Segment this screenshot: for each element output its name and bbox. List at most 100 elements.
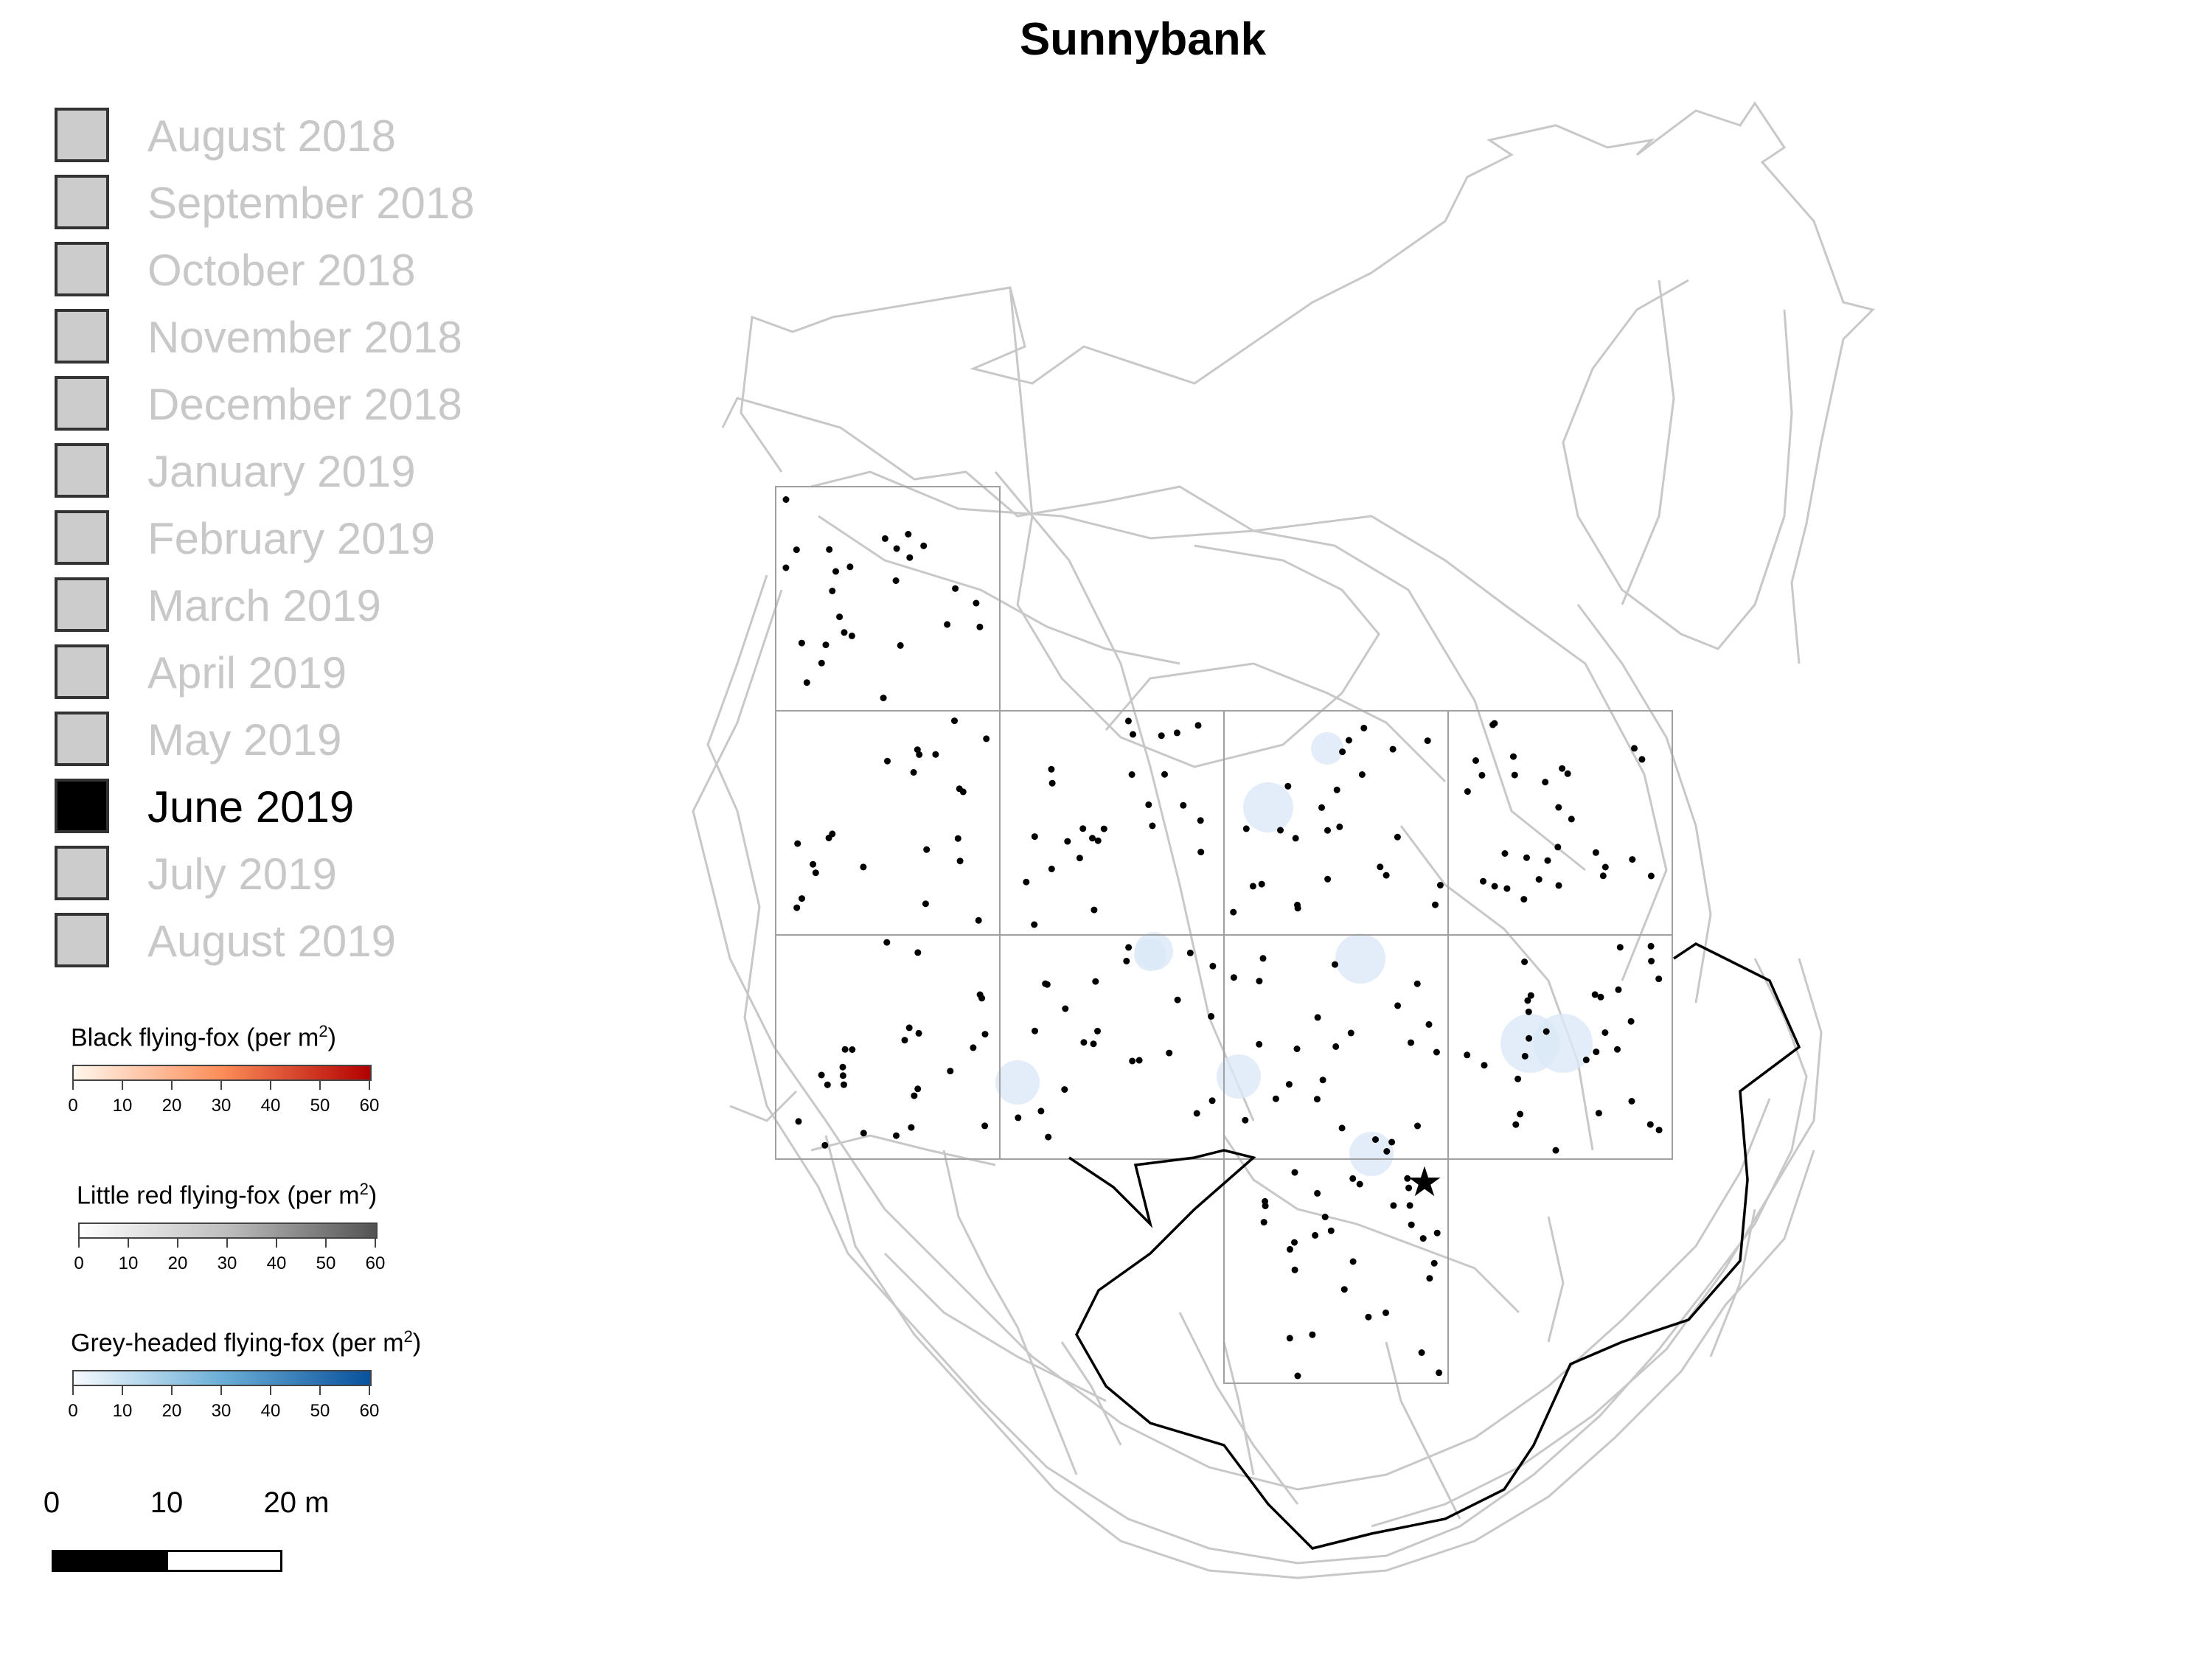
tree-point	[1501, 850, 1509, 857]
tree-point	[826, 546, 833, 553]
colorbar-tick-label: 50	[310, 1401, 330, 1421]
tree-point	[901, 1037, 908, 1044]
tree-point	[782, 496, 790, 503]
tree-point	[1091, 906, 1098, 914]
tree-point	[1272, 1095, 1279, 1102]
flight-track	[994, 471, 1255, 1121]
tree-point	[932, 751, 939, 758]
colorbar-tick-label: 20	[161, 1401, 182, 1421]
tree-point	[1145, 801, 1152, 808]
tree-point	[954, 835, 961, 842]
colorbar-tick	[171, 1079, 173, 1090]
tree-point	[1180, 801, 1187, 809]
survey-grid	[775, 486, 1673, 1384]
tree-point	[1512, 1121, 1520, 1128]
flight-track	[1371, 958, 1823, 1528]
colorbar-tick	[276, 1237, 277, 1248]
tree-point	[914, 949, 922, 956]
tree-point	[1520, 896, 1528, 903]
tree-point	[944, 621, 951, 628]
density-blob	[1349, 1132, 1394, 1176]
colorbar-tick-label: 30	[217, 1253, 237, 1273]
tree-point	[1208, 1097, 1216, 1105]
month-swatch	[55, 577, 109, 632]
tree-point	[1433, 1229, 1441, 1237]
colorbar-tick	[220, 1385, 222, 1395]
tree-point	[915, 1029, 922, 1037]
month-label: August 2018	[147, 111, 396, 161]
tree-point	[836, 613, 844, 621]
tree-point	[981, 1031, 989, 1038]
colorbar-tick-label: 60	[359, 1401, 380, 1421]
month-label: January 2019	[147, 447, 416, 496]
tree-point	[1517, 1110, 1524, 1118]
colorbar-title: Black flying-fox (per m2)	[71, 1022, 336, 1052]
colorbar-tick-label: 10	[112, 1401, 133, 1421]
tree-point	[1408, 1039, 1414, 1046]
flight-track	[1621, 279, 1675, 605]
tree-point	[825, 835, 832, 841]
tree-point	[1559, 765, 1566, 772]
tree-point	[1503, 885, 1511, 892]
tree-point	[1031, 921, 1038, 928]
tree-point	[1062, 1005, 1069, 1012]
tree-point	[821, 1141, 829, 1149]
tree-point	[1582, 1057, 1590, 1063]
tree-point	[1464, 788, 1471, 795]
colorbar-tick-label: 40	[266, 1253, 287, 1273]
tree-point	[1472, 757, 1479, 764]
density-blob	[1335, 933, 1385, 984]
tree-point	[1291, 1239, 1298, 1246]
colorbar-tick	[171, 1385, 173, 1395]
colorbar-tick	[319, 1385, 321, 1395]
colorbar-tick-label: 0	[68, 1401, 78, 1421]
tree-point	[970, 1044, 977, 1051]
density-blob	[1217, 1054, 1261, 1099]
scale-segment-white	[166, 1550, 282, 1572]
tree-point	[839, 1072, 846, 1079]
colorbar-gradient	[72, 1370, 372, 1386]
tree-point	[1616, 944, 1624, 951]
month-label: February 2019	[147, 514, 436, 563]
tree-point	[880, 695, 887, 702]
tree-point	[1284, 782, 1292, 790]
tree-point	[824, 1081, 831, 1088]
tree-point	[803, 679, 810, 686]
tree-point	[1197, 817, 1204, 824]
colorbar-title-text: Little red flying-fox (per m	[77, 1181, 360, 1210]
tree-point	[1287, 1245, 1293, 1253]
tree-point	[846, 563, 854, 571]
tree-point	[1338, 1124, 1346, 1132]
tree-point	[1032, 1027, 1038, 1034]
flight-track	[1576, 604, 1712, 1004]
tree-point	[892, 577, 900, 584]
roost-boundary	[1068, 942, 1801, 1550]
colorbar-title-end: )	[412, 1329, 422, 1357]
scale-label-20: 20 m	[263, 1486, 330, 1519]
tree-point	[1514, 1075, 1522, 1082]
tree-point	[1525, 1008, 1532, 1015]
tree-point	[818, 1071, 825, 1079]
tree-point	[1194, 722, 1202, 729]
tree-point	[1094, 837, 1102, 844]
colorbar-tick	[177, 1237, 178, 1248]
tree-point	[832, 568, 839, 575]
tree-point	[1332, 1043, 1340, 1050]
colorbar-tick	[220, 1079, 222, 1090]
tree-point	[1242, 825, 1250, 832]
tree-point	[1595, 1110, 1602, 1117]
tree-point	[795, 1118, 802, 1125]
colorbar-tick-label: 30	[211, 1401, 232, 1421]
tree-point	[829, 588, 836, 594]
tree-point	[1230, 908, 1237, 916]
colorbar-tick	[270, 1385, 271, 1395]
grid-cell	[775, 710, 1001, 936]
tree-point	[1592, 849, 1599, 856]
tree-point	[799, 895, 805, 902]
colorbar-tick	[319, 1079, 321, 1090]
tree-point	[1601, 1029, 1609, 1036]
month-swatch	[55, 846, 109, 900]
tree-point	[1130, 731, 1136, 738]
tree-point	[1432, 901, 1439, 908]
